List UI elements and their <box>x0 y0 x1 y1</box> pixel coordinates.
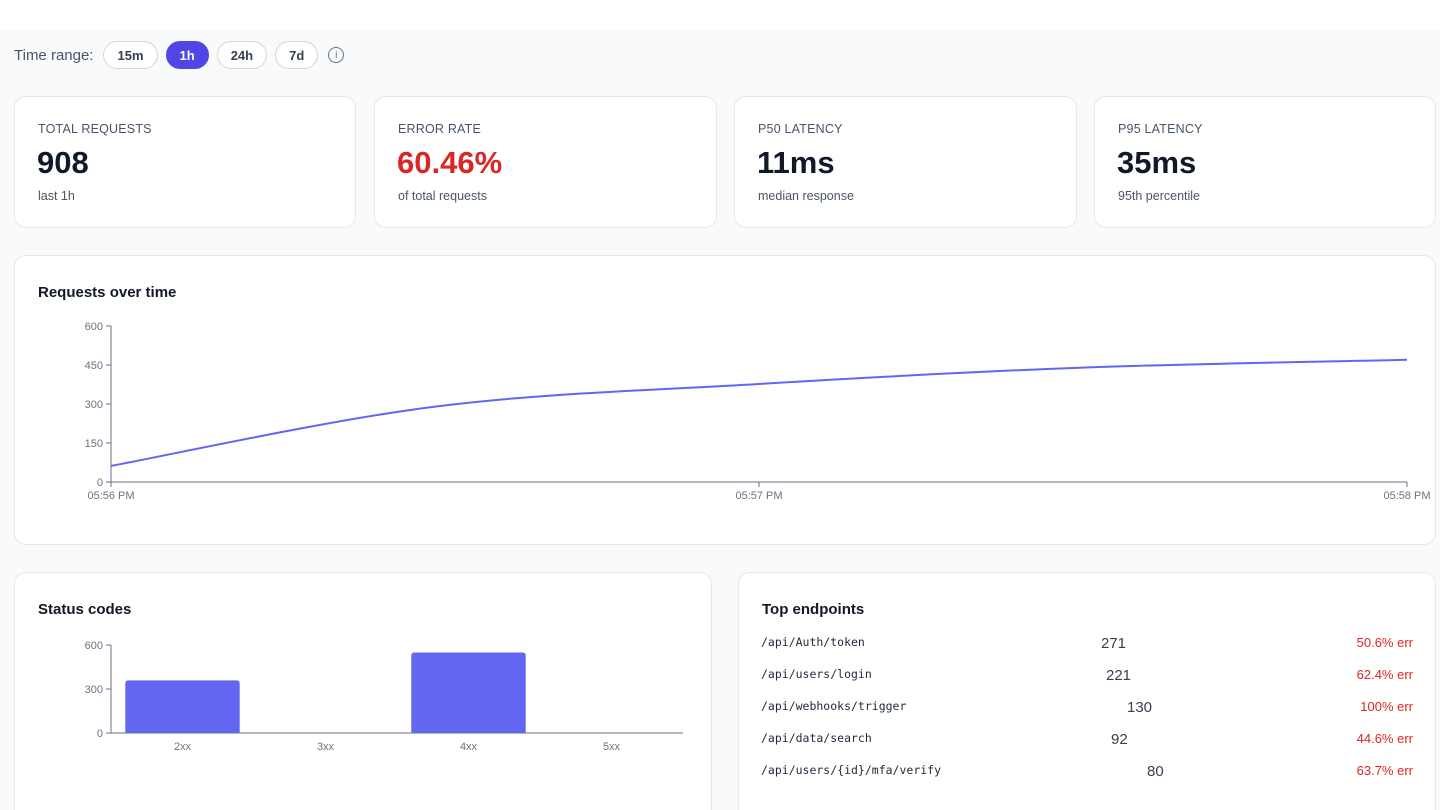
requests-line-chart: 0 150 300 450 600 05:56 PM 05:57 PM 05:58 PM <box>85 321 1431 502</box>
stat-label: ERROR RATE <box>398 122 482 136</box>
range-24h-button[interactable]: 24h <box>216 41 268 69</box>
endpoint-error-rate: 63.7% err <box>1356 763 1413 778</box>
endpoint-row[interactable]: /api/Auth/token 271 50.6% err <box>739 635 1435 667</box>
endpoint-count: 80 <box>1147 763 1164 780</box>
endpoint-error-rate: 62.4% err <box>1356 667 1413 682</box>
x-tick-label: 05:56 PM <box>87 490 134 502</box>
stat-subtitle: of total requests <box>398 189 487 203</box>
endpoints-title: Top endpoints <box>762 601 865 618</box>
x-tick-label: 4xx <box>460 741 478 753</box>
stat-label: P95 LATENCY <box>1118 122 1203 136</box>
y-tick-label: 600 <box>85 640 103 652</box>
range-1h-button[interactable]: 1h <box>165 41 209 69</box>
endpoint-path: /api/Auth/token <box>761 635 865 649</box>
endpoint-error-rate: 100% err <box>1360 699 1413 714</box>
y-tick-label: 300 <box>85 399 103 411</box>
endpoint-error-rate: 50.6% err <box>1356 635 1413 650</box>
endpoint-count: 221 <box>1106 667 1132 684</box>
stat-value: 35ms <box>1117 145 1197 180</box>
endpoint-path: /api/users/login <box>761 667 872 681</box>
endpoint-path: /api/webhooks/trigger <box>761 699 907 713</box>
x-tick-label: 2xx <box>174 741 192 753</box>
status-codes-bar-chart: 0 300 600 2xx 3xx 4xx 5xx <box>85 640 683 753</box>
endpoint-row[interactable]: /api/users/login 221 62.4% err <box>739 667 1435 699</box>
range-7d-button[interactable]: 7d <box>275 41 319 69</box>
info-circle-icon[interactable]: i <box>328 47 345 63</box>
y-tick-label: 450 <box>85 360 103 372</box>
p50-latency-card: P50 LATENCY 11ms median response <box>734 96 1077 228</box>
x-tick-label: 05:58 PM <box>1383 490 1430 502</box>
endpoint-error-rate: 44.6% err <box>1356 731 1413 746</box>
x-tick-label: 05:57 PM <box>735 490 782 502</box>
stat-value: 60.46% <box>397 145 503 180</box>
stat-subtitle: last 1h <box>38 189 75 203</box>
time-range-selector: Time range: 15m 1h 24h 7d i <box>14 40 345 70</box>
time-range-label: Time range: <box>14 46 94 64</box>
x-tick-label: 3xx <box>317 741 335 753</box>
endpoint-count: 271 <box>1101 635 1127 652</box>
bar-2xx <box>125 680 240 733</box>
requests-over-time-card: Requests over time 0 150 300 450 600 05:56 PM… <box>14 255 1436 545</box>
endpoint-row[interactable]: /api/users/{id}/mfa/verify 80 63.7% err <box>739 763 1435 795</box>
endpoint-row[interactable]: /api/webhooks/trigger 130 100% err <box>739 699 1435 731</box>
top-endpoints-card: Top endpoints /api/Auth/token 271 50.6% … <box>738 572 1436 810</box>
stat-value: 908 <box>37 145 89 180</box>
range-15m-button[interactable]: 15m <box>103 41 158 69</box>
stat-label: P50 LATENCY <box>758 122 843 136</box>
endpoint-row[interactable]: /api/data/search 92 44.6% err <box>739 731 1435 763</box>
top-bar <box>0 0 1440 30</box>
endpoint-count: 130 <box>1127 699 1153 716</box>
y-tick-label: 600 <box>85 321 103 333</box>
y-tick-label: 150 <box>85 438 103 450</box>
stat-value: 11ms <box>757 145 835 180</box>
status-codes-card: Status codes 0 300 600 2xx 3xx 4xx 5xx <box>14 572 712 810</box>
stat-subtitle: 95th percentile <box>1118 189 1201 203</box>
y-tick-label: 0 <box>97 728 103 740</box>
endpoint-path: /api/users/{id}/mfa/verify <box>761 763 942 777</box>
x-tick-label: 5xx <box>603 741 621 753</box>
y-tick-label: 0 <box>97 477 103 489</box>
chart-title: Requests over time <box>38 284 177 301</box>
chart-title: Status codes <box>38 601 132 618</box>
p95-latency-card: P95 LATENCY 35ms 95th percentile <box>1094 96 1436 228</box>
total-requests-card: TOTAL REQUESTS 908 last 1h <box>14 96 356 228</box>
endpoint-count: 92 <box>1111 731 1128 748</box>
error-rate-card: ERROR RATE 60.46% of total requests <box>374 96 717 228</box>
stat-subtitle: median response <box>758 189 854 203</box>
y-tick-label: 300 <box>85 684 103 696</box>
bar-4xx <box>411 652 526 733</box>
requests-series-line <box>110 358 1408 467</box>
stat-label: TOTAL REQUESTS <box>38 122 152 136</box>
endpoint-path: /api/data/search <box>761 731 872 745</box>
